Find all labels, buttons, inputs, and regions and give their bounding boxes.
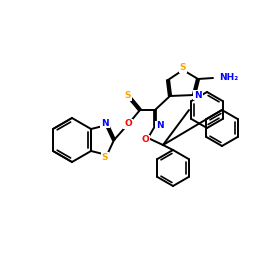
Text: N: N — [156, 122, 164, 131]
Text: O: O — [141, 135, 149, 144]
Text: S: S — [180, 63, 186, 72]
Text: S: S — [125, 92, 131, 101]
Text: O: O — [124, 119, 132, 128]
Text: N: N — [101, 118, 109, 127]
Text: S: S — [102, 152, 108, 162]
Text: NH₂: NH₂ — [219, 74, 238, 83]
Text: N: N — [194, 91, 202, 100]
